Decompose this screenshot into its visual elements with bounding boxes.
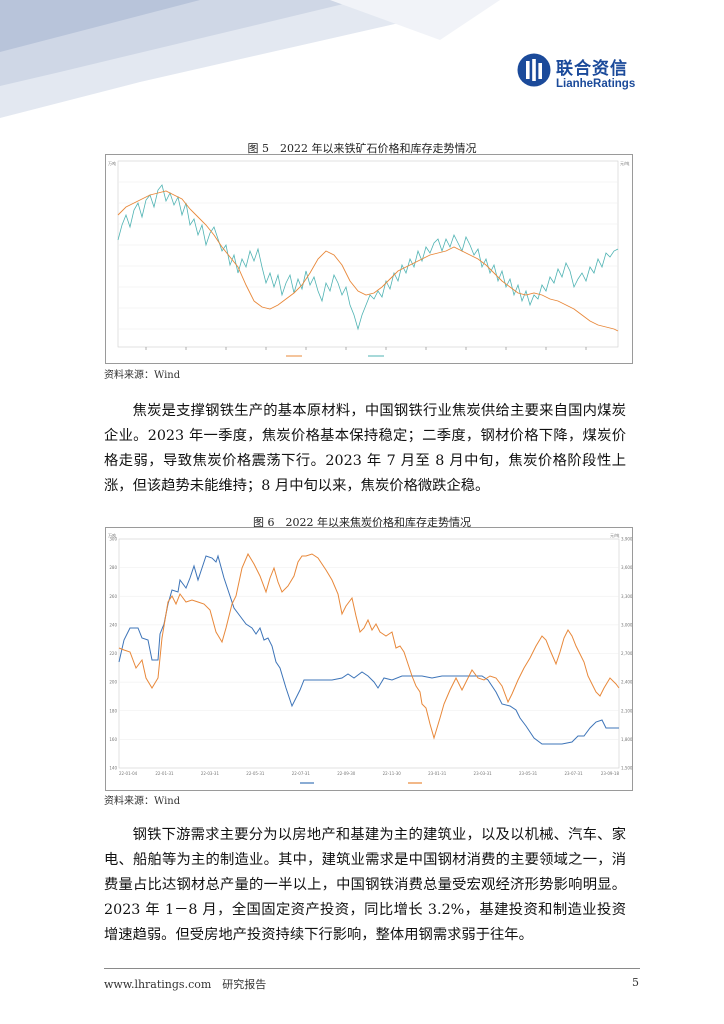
right-axis-tick-label: 3,600 (621, 565, 632, 570)
x-axis-tick-label: 22-03-31 (201, 771, 220, 776)
logo-subtitle: LianheRatings (556, 78, 636, 90)
logo-name: 联合资信 (556, 59, 628, 79)
figure5-source: 资料来源：Wind (104, 370, 181, 381)
svg-text:万吨: 万吨 (108, 160, 116, 166)
left-axis-tick-label: 200 (109, 680, 117, 685)
figure5-plot: 万吨 元/吨 (108, 160, 629, 357)
paragraph-coke-supply: 焦炭是支撑钢铁生产的基本原材料，中国钢铁行业焦炭供给主要来自国内煤炭企业。202… (104, 399, 626, 499)
right-axis-tick-label: 3,300 (621, 594, 632, 599)
paragraph-steel-demand: 钢铁下游需求主要分为以房地产和基建为主的建筑业，以及以机械、汽车、家电、船舶等为… (104, 823, 626, 948)
svg-text:元/吨: 元/吨 (620, 160, 629, 166)
figure6-right-unit: 元/吨 (610, 532, 619, 538)
right-axis-tick-label: 1,800 (621, 737, 632, 742)
page-number: 5 (632, 976, 639, 989)
right-axis-tick-label: 2,100 (621, 708, 632, 713)
x-axis-tick-label: 22-07-31 (292, 771, 311, 776)
figure6-plot: 万吨 元/吨 300 280 260 240 220 200 180 160 140 3,900… (108, 532, 632, 784)
right-axis-tick-label: 1,500 (621, 766, 632, 771)
footer-divider (104, 968, 640, 969)
figure6-left-unit: 万吨 (108, 532, 116, 538)
header-banner (0, 0, 500, 118)
footer-website: www.lhratings.com 研究报告 (104, 978, 267, 991)
right-axis-tick-label: 3,000 (621, 622, 632, 627)
lianhe-logo: 联合资信 LianheRatings (516, 52, 646, 96)
x-axis-tick-label: 23-03-31 (474, 771, 493, 776)
left-axis-tick-label: 160 (109, 737, 117, 742)
left-axis-tick-label: 240 (109, 622, 117, 627)
figure6-title: 图 6 2022 年以来焦炭价格和库存走势情况 (253, 516, 471, 529)
x-axis-tick-label: 23-01-31 (428, 771, 447, 776)
left-axis-tick-label: 260 (109, 594, 117, 599)
left-axis-tick-label: 180 (109, 708, 117, 713)
logo-mark-icon (517, 53, 551, 87)
x-axis-tick-label: 22-11-30 (383, 771, 402, 776)
x-axis-tick-label: 23-09-18 (601, 771, 620, 776)
x-axis-tick-label: 23-07-31 (564, 771, 583, 776)
x-axis-tick-label: 22-05-31 (246, 771, 265, 776)
figure5-chart: 万吨 元/吨 (105, 154, 633, 364)
left-axis-tick-label: 220 (109, 651, 117, 656)
x-axis-tick-label: 22-01-04 (119, 771, 138, 776)
figure5-title: 图 5 2022 年以来铁矿石价格和库存走势情况 (247, 142, 477, 155)
x-axis-tick-label: 22-01-31 (155, 771, 174, 776)
left-axis-tick-label: 140 (109, 766, 117, 771)
left-axis-tick-label: 280 (109, 565, 117, 570)
left-axis-tick-label: 300 (109, 537, 117, 542)
x-axis-tick-label: 23-05-31 (519, 771, 538, 776)
figure6-chart: 万吨 元/吨 300 280 260 240 220 200 180 160 140 3,900… (105, 527, 633, 791)
figure6-source: 资料来源：Wind (104, 796, 181, 807)
right-axis-tick-label: 3,900 (621, 537, 632, 542)
paragraph-text: 焦炭是支撑钢铁生产的基本原材料，中国钢铁行业焦炭供给主要来自国内煤炭企业。202… (104, 403, 626, 494)
right-axis-tick-label: 2,700 (621, 651, 632, 656)
x-axis-tick-label: 22-09-30 (337, 771, 356, 776)
right-axis-tick-label: 2,400 (621, 680, 632, 685)
paragraph-text: 钢铁下游需求主要分为以房地产和基建为主的建筑业，以及以机械、汽车、家电、船舶等为… (104, 827, 626, 943)
